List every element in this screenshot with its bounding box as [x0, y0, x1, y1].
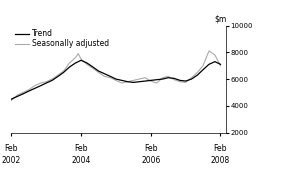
Trend	[50, 79, 54, 81]
Seasonally adjusted	[172, 79, 176, 81]
Trend	[155, 79, 158, 81]
Seasonally adjusted	[196, 71, 199, 73]
Trend	[114, 78, 118, 80]
Seasonally adjusted	[213, 54, 216, 56]
Seasonally adjusted	[76, 53, 80, 55]
Seasonally adjusted	[155, 82, 158, 84]
Seasonally adjusted	[132, 79, 135, 81]
Seasonally adjusted	[149, 80, 153, 82]
Seasonally adjusted	[178, 81, 182, 83]
Seasonally adjusted	[39, 82, 42, 84]
Seasonally adjusted	[126, 81, 129, 83]
Seasonally adjusted	[138, 78, 141, 80]
Trend	[166, 77, 170, 79]
Trend	[68, 66, 71, 68]
Trend	[126, 81, 129, 83]
Trend	[207, 63, 211, 65]
Seasonally adjusted	[79, 58, 83, 60]
Seasonally adjusted	[97, 71, 100, 73]
Trend	[138, 81, 141, 83]
Seasonally adjusted	[207, 50, 211, 52]
Trend	[74, 62, 77, 64]
Trend	[16, 95, 19, 97]
Trend	[178, 79, 182, 81]
Trend	[190, 78, 193, 80]
Trend	[44, 82, 48, 84]
Seasonally adjusted	[50, 78, 54, 80]
Text: Feb
2006: Feb 2006	[141, 144, 160, 165]
Trend	[143, 80, 147, 82]
Seasonally adjusted	[10, 99, 13, 101]
Trend	[27, 90, 31, 92]
Seasonally adjusted	[201, 65, 205, 67]
Seasonally adjusted	[143, 77, 147, 79]
Trend	[184, 80, 187, 82]
Seasonally adjusted	[33, 85, 37, 87]
Trend	[33, 87, 37, 89]
Trend	[56, 75, 60, 77]
Line: Trend: Trend	[11, 60, 220, 99]
Trend	[109, 75, 112, 77]
Seasonally adjusted	[109, 77, 112, 79]
Trend	[22, 93, 25, 95]
Trend	[39, 85, 42, 87]
Seasonally adjusted	[56, 74, 60, 76]
Seasonally adjusted	[166, 75, 170, 77]
Trend	[103, 73, 106, 75]
Seasonally adjusted	[190, 77, 193, 79]
Trend	[97, 70, 100, 72]
Seasonally adjusted	[27, 89, 31, 91]
Trend	[91, 66, 95, 68]
Line: Seasonally adjusted: Seasonally adjusted	[11, 51, 220, 100]
Trend	[132, 81, 135, 83]
Legend: Trend, Seasonally adjusted: Trend, Seasonally adjusted	[15, 29, 109, 48]
Trend	[213, 61, 216, 63]
Seasonally adjusted	[114, 79, 118, 81]
Seasonally adjusted	[219, 65, 222, 67]
Trend	[120, 79, 123, 81]
Text: Feb
2004: Feb 2004	[71, 144, 91, 165]
Seasonally adjusted	[103, 75, 106, 77]
Seasonally adjusted	[62, 70, 65, 72]
Seasonally adjusted	[68, 62, 71, 64]
Seasonally adjusted	[161, 77, 164, 79]
Seasonally adjusted	[184, 81, 187, 83]
Trend	[79, 59, 83, 61]
Text: Feb
2002: Feb 2002	[2, 144, 21, 165]
Trend	[62, 71, 65, 73]
Trend	[219, 63, 222, 65]
Text: $m: $m	[214, 14, 226, 23]
Trend	[149, 79, 153, 81]
Seasonally adjusted	[74, 57, 77, 59]
Text: Feb
2008: Feb 2008	[211, 144, 230, 165]
Seasonally adjusted	[16, 94, 19, 96]
Trend	[85, 62, 89, 64]
Seasonally adjusted	[91, 67, 95, 69]
Trend	[10, 98, 13, 100]
Seasonally adjusted	[44, 81, 48, 83]
Trend	[201, 69, 205, 71]
Seasonally adjusted	[22, 91, 25, 94]
Seasonally adjusted	[120, 82, 123, 84]
Seasonally adjusted	[85, 63, 89, 65]
Trend	[172, 77, 176, 79]
Trend	[196, 74, 199, 76]
Trend	[161, 78, 164, 80]
